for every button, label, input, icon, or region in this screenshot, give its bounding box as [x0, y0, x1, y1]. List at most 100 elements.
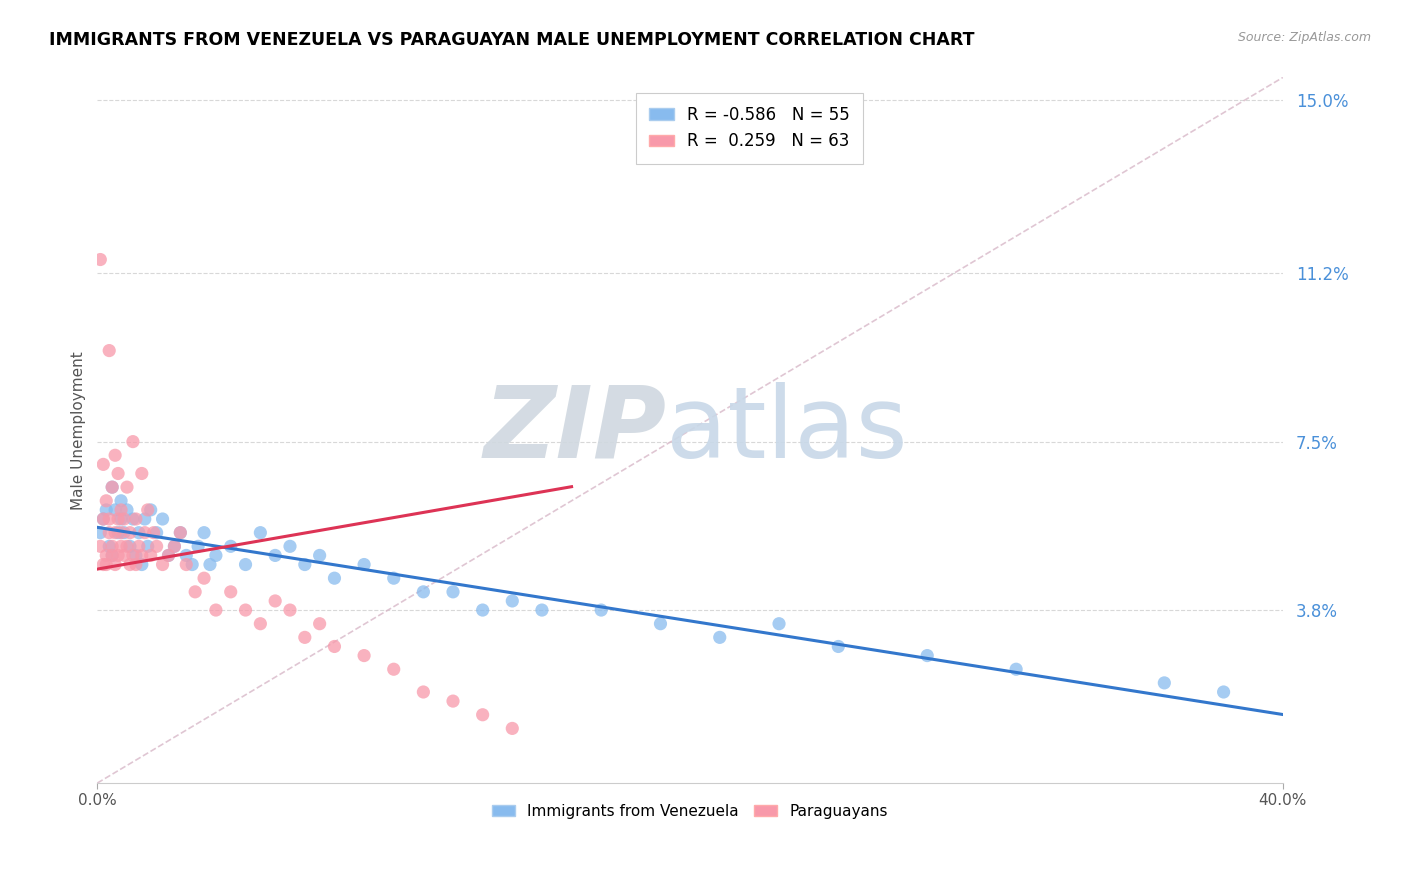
Point — [249, 616, 271, 631]
Point — [264, 594, 287, 608]
Point — [1212, 685, 1234, 699]
Text: IMMIGRANTS FROM VENEZUELA VS PARAGUAYAN MALE UNEMPLOYMENT CORRELATION CHART: IMMIGRANTS FROM VENEZUELA VS PARAGUAYAN … — [49, 31, 974, 49]
Point — [205, 603, 228, 617]
Point — [181, 558, 204, 572]
Point — [353, 558, 375, 572]
Point — [174, 558, 197, 572]
Point — [294, 631, 316, 645]
Point — [264, 549, 287, 563]
Point — [198, 558, 221, 572]
Point — [115, 503, 138, 517]
Point — [709, 631, 731, 645]
Point — [118, 539, 141, 553]
Point — [1005, 662, 1028, 676]
Point — [104, 558, 127, 572]
Point — [112, 525, 135, 540]
Point — [91, 558, 114, 572]
Point — [163, 539, 186, 553]
Point — [125, 558, 148, 572]
Point — [125, 512, 148, 526]
Point — [110, 525, 132, 540]
Point — [107, 467, 129, 481]
Point — [139, 549, 162, 563]
Point — [249, 525, 271, 540]
Point — [122, 549, 145, 563]
Point — [107, 512, 129, 526]
Point — [184, 585, 207, 599]
Point — [98, 525, 121, 540]
Point — [112, 549, 135, 563]
Point — [107, 525, 129, 540]
Point — [353, 648, 375, 663]
Point — [122, 512, 145, 526]
Point — [219, 585, 242, 599]
Point — [118, 558, 141, 572]
Point — [323, 640, 346, 654]
Point — [118, 525, 141, 540]
Point — [412, 685, 434, 699]
Point — [235, 558, 257, 572]
Point — [412, 585, 434, 599]
Point — [323, 571, 346, 585]
Y-axis label: Male Unemployment: Male Unemployment — [72, 351, 86, 509]
Point — [915, 648, 938, 663]
Point — [152, 512, 174, 526]
Point — [131, 549, 153, 563]
Point — [308, 549, 330, 563]
Point — [115, 539, 138, 553]
Point — [193, 571, 215, 585]
Point — [104, 525, 127, 540]
Point — [110, 512, 132, 526]
Point — [441, 585, 464, 599]
Point — [219, 539, 242, 553]
Point — [101, 480, 124, 494]
Point — [131, 558, 153, 572]
Point — [152, 558, 174, 572]
Point — [122, 434, 145, 449]
Point — [157, 549, 180, 563]
Text: ZIP: ZIP — [484, 382, 666, 479]
Point — [382, 662, 405, 676]
Point — [136, 503, 159, 517]
Point — [89, 539, 111, 553]
Point — [136, 539, 159, 553]
Point — [98, 343, 121, 358]
Point — [441, 694, 464, 708]
Point — [125, 549, 148, 563]
Text: atlas: atlas — [666, 382, 908, 479]
Point — [169, 525, 191, 540]
Point — [101, 549, 124, 563]
Point — [193, 525, 215, 540]
Point — [142, 525, 165, 540]
Point — [205, 549, 228, 563]
Point — [89, 252, 111, 267]
Point — [104, 448, 127, 462]
Legend: Immigrants from Venezuela, Paraguayans: Immigrants from Venezuela, Paraguayans — [486, 797, 894, 825]
Point — [112, 512, 135, 526]
Point — [128, 539, 150, 553]
Point — [530, 603, 553, 617]
Point — [501, 722, 523, 736]
Point — [110, 503, 132, 517]
Point — [169, 525, 191, 540]
Point — [101, 549, 124, 563]
Point — [278, 539, 301, 553]
Point — [89, 525, 111, 540]
Point — [174, 549, 197, 563]
Point — [145, 539, 167, 553]
Point — [163, 539, 186, 553]
Point — [101, 480, 124, 494]
Point — [1153, 676, 1175, 690]
Point — [294, 558, 316, 572]
Point — [145, 525, 167, 540]
Point — [91, 512, 114, 526]
Point — [139, 503, 162, 517]
Point — [591, 603, 613, 617]
Point — [278, 603, 301, 617]
Point — [110, 493, 132, 508]
Point — [471, 707, 494, 722]
Point — [96, 503, 118, 517]
Point — [501, 594, 523, 608]
Point — [157, 549, 180, 563]
Point — [827, 640, 849, 654]
